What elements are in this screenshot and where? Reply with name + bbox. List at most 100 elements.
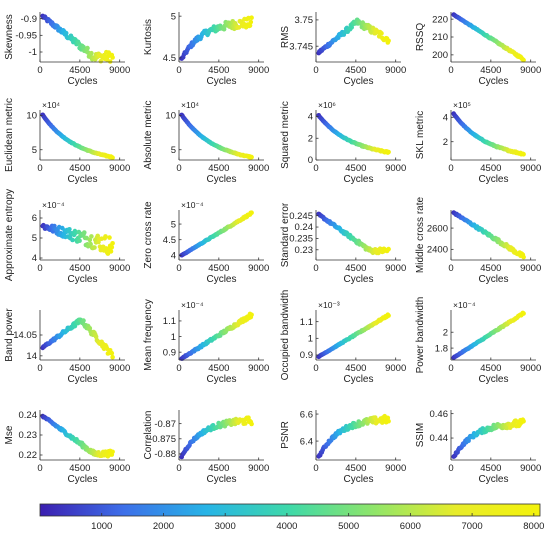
x-tick-label: 0	[448, 363, 453, 374]
y-tick-label: 1.8	[435, 343, 448, 354]
data-point	[521, 311, 526, 316]
x-tick-label: 4500	[345, 363, 366, 374]
exponent-label: ×10⁴	[42, 100, 60, 110]
data-point	[386, 313, 391, 318]
data-point	[89, 234, 94, 239]
data-point	[110, 449, 115, 455]
x-tick-label: 0	[313, 65, 318, 76]
y-tick-label: -0.87	[154, 419, 176, 430]
x-tick-label: 0	[37, 65, 42, 76]
y-tick-label: 0.24	[19, 410, 38, 421]
data-point	[107, 235, 112, 240]
y-tick-label: 0.9	[300, 350, 313, 361]
y-tick-label: 5	[32, 145, 37, 156]
y-axis-label: RSSQ	[415, 23, 426, 52]
y-axis-label: SSIM	[415, 423, 426, 447]
subplot-absolute-metric: 0 4500 9000 10 5 ×10⁴ Cycles Absolute metric	[143, 100, 269, 185]
x-tick-label: 4500	[345, 65, 366, 76]
x-axis-label: Cycles	[478, 174, 508, 185]
data-point	[110, 155, 115, 160]
y-tick-label: 0.44	[430, 433, 449, 444]
y-axis-label: Middle cross rate	[415, 196, 426, 273]
data-point	[249, 210, 254, 215]
y-tick-label: 0.22	[19, 450, 38, 461]
y-tick-label: 0	[308, 155, 313, 166]
y-axis-label: Band power	[4, 308, 15, 362]
y-axis-label: Zero cross rate	[143, 201, 154, 269]
x-tick-label: 0	[176, 263, 181, 274]
x-tick-label: 9000	[385, 163, 406, 174]
data-point	[107, 59, 113, 64]
data-point	[82, 230, 87, 235]
data-point	[386, 418, 391, 424]
x-tick-label: 4500	[208, 263, 229, 274]
y-axis-label: Squared metric	[280, 101, 291, 169]
data-point	[236, 25, 242, 30]
data-point	[109, 351, 115, 356]
exponent-label: ×10⁵	[453, 100, 471, 110]
x-axis-label: Cycles	[343, 374, 373, 385]
y-tick-label: 0.46	[430, 409, 449, 420]
y-axis-label: Occupied bandwidth	[280, 290, 291, 381]
y-axis-label: Absolute metric	[143, 101, 154, 170]
subplot-approximate-entropy: 0 4500 9000 6 5 4 ×10⁻⁴ Cycles Approximate entro…	[4, 189, 130, 285]
x-tick-label: 4500	[345, 163, 366, 174]
y-tick-label: 10	[165, 111, 176, 122]
y-tick-label: 4	[32, 253, 37, 264]
data-point	[70, 237, 75, 243]
x-axis-label: Cycles	[478, 474, 508, 485]
y-tick-label: -0.9	[21, 14, 37, 25]
x-tick-label: 9000	[248, 463, 269, 474]
y-tick-label: 4	[443, 113, 448, 124]
subplot-rms: 0 4500 9000 3.75 3.745 Cycles RMS	[280, 12, 406, 87]
y-tick-label: 2	[443, 327, 448, 338]
x-tick-label: 4500	[480, 363, 501, 374]
subplot-middle-cross-rate: 0 4500 9000 2600 2400 Cycles Middle cross rate	[415, 196, 541, 285]
x-tick-label: 9000	[385, 65, 406, 76]
x-axis-label: Cycles	[206, 474, 236, 485]
data-point	[247, 23, 253, 28]
x-axis-label: Cycles	[478, 374, 508, 385]
exponent-label: ×10⁶	[318, 100, 336, 110]
data-point	[521, 152, 526, 157]
x-tick-label: 9000	[520, 163, 541, 174]
y-tick-label: 2400	[427, 245, 448, 256]
x-tick-label: 9000	[520, 65, 541, 76]
x-axis-label: Cycles	[206, 374, 236, 385]
data-point	[521, 419, 526, 424]
y-tick-label: 6.4	[300, 436, 313, 447]
x-tick-label: 9000	[248, 263, 269, 274]
x-tick-label: 0	[313, 463, 318, 474]
subplot-psnr: 0 4500 9000 6.6 6.4 Cycles PSNR	[280, 409, 406, 485]
data-point	[110, 55, 115, 60]
x-axis-label: Cycles	[343, 174, 373, 185]
y-tick-label: 6.6	[300, 409, 313, 420]
y-tick-label: 1	[308, 334, 313, 345]
y-axis-label: Mse	[4, 425, 15, 444]
y-axis-label: Skewness	[4, 14, 15, 60]
x-tick-label: 4500	[208, 463, 229, 474]
data-point	[249, 154, 254, 160]
data-point	[108, 249, 114, 254]
x-tick-label: 0	[448, 163, 453, 174]
y-tick-label: 2600	[427, 223, 448, 234]
y-tick-label: 5	[32, 233, 37, 244]
y-tick-label: 14.05	[13, 330, 37, 341]
x-axis-label: Cycles	[343, 76, 373, 87]
data-point	[521, 57, 526, 63]
y-axis-label: Power bandwidth	[415, 297, 426, 374]
x-tick-label: 4500	[480, 163, 501, 174]
y-axis-label: Approximate entropy	[4, 189, 15, 281]
x-tick-label: 9000	[248, 65, 269, 76]
exponent-label: ×10⁻⁴	[453, 300, 476, 310]
x-tick-label: 9000	[385, 263, 406, 274]
data-point	[77, 238, 82, 243]
y-tick-label: 4.5	[163, 53, 176, 64]
x-tick-label: 0	[176, 463, 181, 474]
x-tick-label: 4500	[69, 263, 90, 274]
y-axis-label: Mean frequency	[143, 299, 154, 371]
x-tick-label: 4500	[69, 363, 90, 374]
subplot-skewness: 0 4500 9000 -0.9 -0.95 -1 Cycles Skewness	[4, 12, 130, 87]
y-tick-label: 1	[171, 332, 176, 343]
